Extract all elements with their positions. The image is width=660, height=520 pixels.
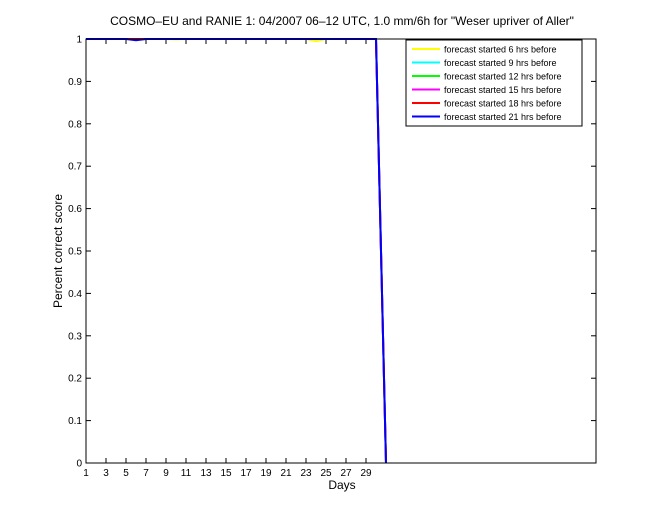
x-tick-label: 17	[240, 468, 252, 479]
x-tick-label: 13	[200, 468, 212, 479]
x-tick-label: 23	[300, 468, 312, 479]
x-tick-label: 21	[280, 468, 292, 479]
legend-label: forecast started 9 hrs before	[444, 58, 557, 68]
y-tick-label: 1	[76, 35, 82, 46]
x-tick-label: 9	[163, 468, 169, 479]
axes-box	[85, 38, 597, 464]
y-axis-label: Percent correct score	[51, 194, 65, 308]
legend-label: forecast started 6 hrs before	[444, 45, 557, 55]
y-tick-label: 0.2	[68, 374, 82, 385]
chart-title: COSMO–EU and RANIE 1: 04/2007 06–12 UTC,…	[110, 14, 574, 28]
x-axis-label: Days	[328, 478, 355, 492]
y-tick-label: 0.1	[68, 416, 82, 427]
x-tick-label: 11	[181, 468, 192, 479]
x-tick-label: 7	[143, 468, 149, 479]
y-tick-label: 0.9	[68, 77, 82, 88]
y-tick-label: 0.5	[68, 247, 82, 258]
y-tick-label: 0.6	[68, 204, 82, 215]
legend-box	[405, 39, 583, 127]
legend-label: forecast started 18 hrs before	[444, 99, 562, 109]
y-tick-label: 0.8	[68, 119, 82, 130]
x-tick-label: 25	[320, 468, 332, 479]
x-tick-label: 19	[260, 468, 272, 479]
x-tick-label: 29	[360, 468, 372, 479]
x-tick-label: 27	[340, 468, 352, 479]
x-tick-label: 5	[123, 468, 129, 479]
legend-label: forecast started 15 hrs before	[444, 85, 562, 95]
x-tick-label: 15	[220, 468, 232, 479]
x-tick-label: 1	[83, 468, 89, 479]
legend-label: forecast started 21 hrs before	[444, 112, 562, 122]
x-tick-label: 3	[103, 468, 109, 479]
y-tick-label: 0.4	[68, 289, 82, 300]
legend-label: forecast started 12 hrs before	[444, 72, 562, 82]
y-tick-label: 0.7	[68, 162, 82, 173]
y-tick-label: 0	[76, 459, 82, 470]
y-tick-label: 0.3	[68, 331, 82, 342]
